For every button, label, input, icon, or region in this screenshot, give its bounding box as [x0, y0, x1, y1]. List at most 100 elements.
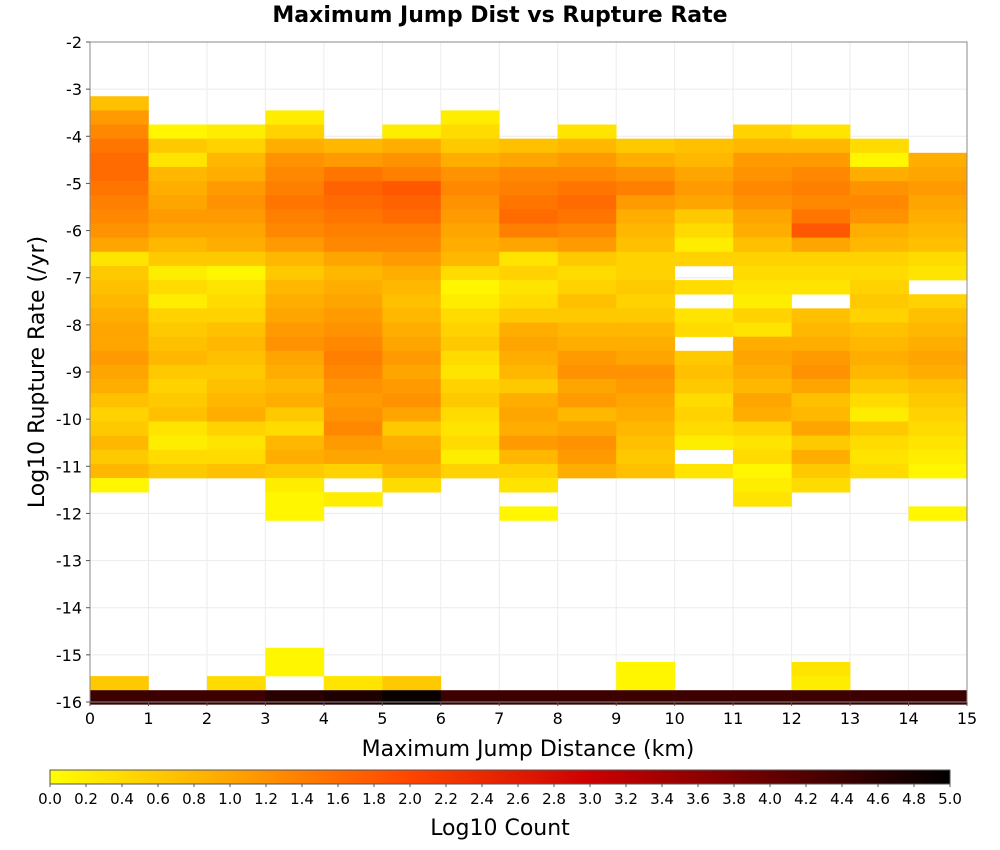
heatmap-cell — [382, 181, 442, 196]
colorbar-tick-label: 0.4 — [110, 790, 134, 808]
heatmap-cell — [265, 350, 325, 366]
heatmap-cell — [206, 237, 266, 253]
heatmap-cell — [616, 265, 675, 281]
colorbar-tick-label: 2.4 — [470, 790, 494, 808]
heatmap-cell — [557, 223, 617, 238]
heatmap-cell — [90, 96, 149, 111]
heatmap-cell — [499, 152, 559, 168]
heatmap-cell — [850, 308, 909, 323]
heatmap-cell — [791, 251, 851, 267]
colorbar-tick-label: 1.6 — [326, 790, 350, 808]
y-tick-label: -9 — [66, 363, 82, 382]
heatmap-cell — [90, 435, 149, 451]
heatmap-cell — [323, 421, 383, 436]
y-tick-label: -8 — [66, 316, 82, 335]
x-axis-ticks: 0 1 2 3 4 5 6 7 8 9 10 11 12 13 14 15 — [85, 702, 977, 728]
heatmap-cell — [90, 393, 149, 408]
heatmap-cell — [908, 506, 968, 521]
heatmap-cell — [440, 308, 500, 323]
heatmap-cell — [733, 195, 792, 210]
heatmap-cell — [850, 265, 909, 281]
x-tick-label: 14 — [898, 709, 918, 728]
heatmap-cell — [908, 237, 968, 253]
x-tick-label: 10 — [664, 709, 684, 728]
heatmap-cell — [382, 237, 442, 253]
heatmap-cell — [148, 393, 208, 408]
heatmap-cell — [206, 124, 266, 139]
heatmap-cell — [323, 393, 383, 408]
heatmap-cell — [674, 223, 734, 238]
heatmap-cell — [206, 336, 266, 352]
heatmap-cell — [791, 478, 851, 493]
heatmap-cell — [440, 223, 500, 238]
colorbar-tick-label: 2.6 — [506, 790, 530, 808]
y-tick-label: -6 — [66, 222, 82, 241]
heatmap-cell — [440, 152, 500, 168]
heatmap-cell — [733, 152, 792, 168]
heatmap-cell — [908, 294, 968, 309]
heatmap-cell — [850, 152, 909, 168]
heatmap-cell — [265, 463, 325, 479]
heatmap-cell — [323, 492, 383, 507]
heatmap-cell — [850, 449, 909, 465]
heatmap-cell — [616, 449, 675, 465]
heatmap-cell — [265, 393, 325, 408]
heatmap-cell — [499, 449, 559, 465]
heatmap-cell — [791, 350, 851, 366]
heatmap-cell — [265, 110, 325, 125]
heatmap-cell — [499, 364, 559, 380]
x-axis-label: Maximum Jump Distance (km) — [362, 737, 695, 762]
heatmap-cell — [791, 661, 851, 677]
heatmap-cell — [674, 690, 734, 705]
heatmap-cell — [557, 152, 617, 168]
y-tick-label: -4 — [66, 127, 82, 146]
x-tick-label: 15 — [957, 709, 977, 728]
heatmap-cell — [148, 181, 208, 196]
y-tick-label: -15 — [56, 646, 82, 665]
heatmap-cell — [265, 152, 325, 168]
heatmap-cell — [674, 166, 734, 182]
x-tick-label: 3 — [260, 709, 270, 728]
heatmap-cell — [206, 195, 266, 210]
heatmap-cell — [499, 350, 559, 366]
heatmap-cell — [850, 294, 909, 309]
heatmap-cell — [206, 265, 266, 281]
heatmap-cell — [382, 195, 442, 210]
heatmap-cell — [265, 237, 325, 253]
heatmap-cell — [323, 294, 383, 309]
colorbar-tick-label: 1.2 — [254, 790, 278, 808]
heatmap-cell — [265, 294, 325, 309]
heatmap-cell — [265, 280, 325, 295]
heatmap-cell — [90, 308, 149, 323]
heatmap-cell — [908, 322, 968, 337]
heatmap-cell — [148, 350, 208, 366]
heatmap-cell — [733, 251, 792, 267]
heatmap-cell — [499, 251, 559, 267]
heatmap-cell — [382, 407, 442, 422]
heatmap-cell — [850, 195, 909, 210]
heatmap-cell — [90, 690, 149, 705]
heatmap-cell — [206, 166, 266, 182]
heatmap-cell — [206, 308, 266, 323]
colorbar-tick-label: 3.0 — [578, 790, 602, 808]
heatmap-cell — [382, 393, 442, 408]
heatmap-cell — [440, 166, 500, 182]
heatmap-cell — [265, 209, 325, 224]
heatmap-cell — [499, 294, 559, 309]
heatmap-cell — [206, 280, 266, 295]
heatmap-cell — [616, 407, 675, 422]
heatmap-cell — [791, 407, 851, 422]
heatmap-cell — [265, 166, 325, 182]
heatmap-cell — [148, 237, 208, 253]
x-tick-label: 4 — [319, 709, 329, 728]
heatmap-cell — [499, 280, 559, 295]
heatmap-cell — [616, 195, 675, 210]
y-axis-ticks: -2 -3 -4 -5 -6 -7 -8 -9 -10 -11 -12 -13 -14 -15 -16 — [56, 33, 90, 712]
heatmap-cell — [499, 478, 559, 493]
heatmap-cell — [148, 379, 208, 394]
heatmap-cell — [206, 690, 266, 705]
heatmap-cell — [382, 138, 442, 154]
heatmap-cell — [440, 336, 500, 352]
heatmap-cell — [148, 308, 208, 323]
heatmap-cell — [382, 421, 442, 436]
